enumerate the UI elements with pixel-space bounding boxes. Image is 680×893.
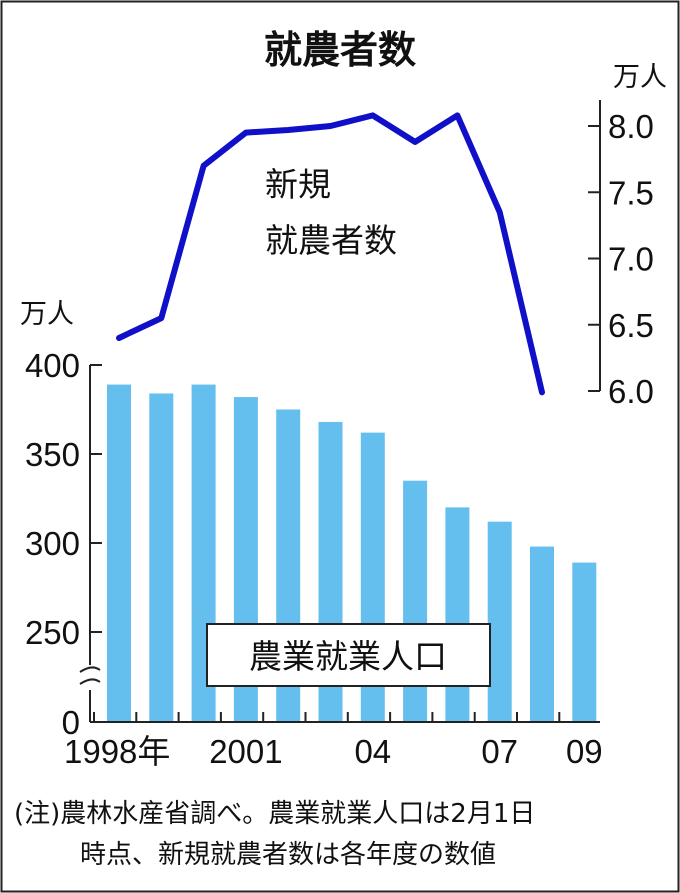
x-tick-label: 07 [481,733,518,770]
left-tick-label: 300 [25,525,80,562]
bar [445,507,470,722]
left-axis: 400 350 300 250 0 [25,347,102,741]
left-tick-label: 0 [62,704,80,741]
bar-series [107,384,597,722]
bar-legend-box [206,623,491,687]
bar [487,521,512,722]
bar [530,546,554,722]
axes [79,100,601,723]
left-tick-label: 400 [25,347,80,384]
line-series-label-1: 新規 [265,165,331,204]
axis-break-mark [79,666,101,673]
footnote-line-2: 時点、新規就農者数は各年度の数値 [80,840,496,870]
x-axis: 1998年 2001 04 07 09 [64,712,603,770]
right-tick-label: 8.0 [608,108,654,145]
bar [149,393,174,722]
footnote-line-1: (注)農林水産省調べ。農業就業人口は2月1日 [14,799,535,829]
chart-title: 就農者数 [264,28,416,72]
left-axis-unit: 万人 [20,299,74,330]
right-axis-unit: 万人 [613,62,667,93]
x-tick-label: 2001 [209,733,282,770]
line-series-label-2: 就農者数 [265,221,397,260]
right-tick-label: 7.5 [608,174,654,211]
bar [572,562,597,722]
right-tick-label: 6.5 [608,307,654,344]
left-tick-label: 350 [25,436,80,473]
right-tick-label: 6.0 [608,373,654,410]
bar-legend-label: 農業就業人口 [249,637,447,676]
bar [107,384,131,722]
axis-break-mark [79,678,101,685]
line-series [116,112,545,396]
x-tick-label: 1998年 [64,733,170,770]
x-tick-label: 04 [354,733,391,770]
right-axis: 8.0 7.5 7.0 6.5 6.0 [588,108,654,410]
left-tick-label: 250 [25,614,80,651]
x-tick-label: 09 [566,733,603,770]
right-tick-label: 7.0 [608,241,654,278]
